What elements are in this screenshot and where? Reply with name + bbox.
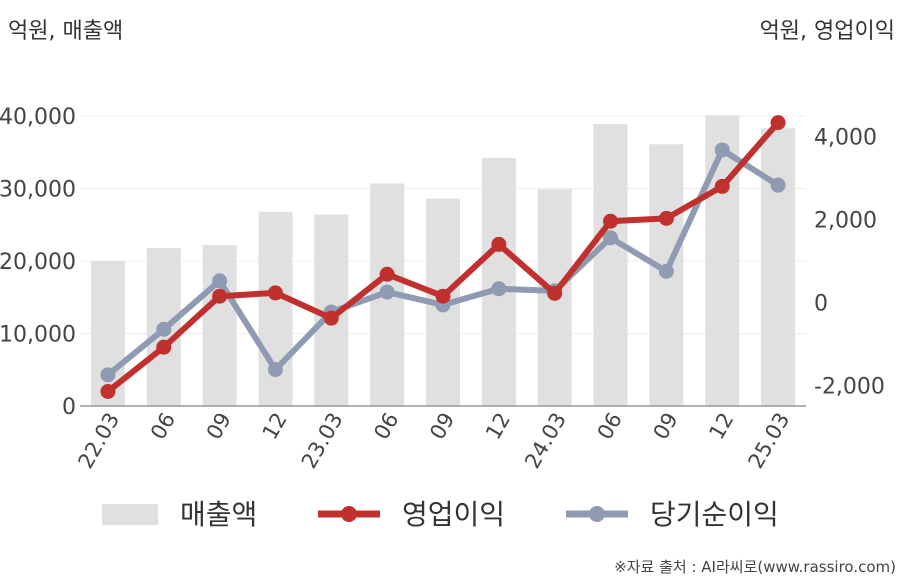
x-tick-label: 23.03 <box>297 409 348 473</box>
net-income-point <box>379 284 395 300</box>
operating-profit-point <box>714 178 730 194</box>
operating-profit-point <box>435 288 451 304</box>
x-axis-ticks: 22.03 06 09 12 23.03 06 09 12 24.03 06 09 12 25.03 <box>73 409 794 473</box>
operating-profit-point <box>491 236 507 252</box>
net-income-point <box>212 273 228 289</box>
operating-profit-point <box>658 210 674 226</box>
legend-label-revenue: 매출액 <box>180 498 257 531</box>
right-axis-unit: 억원, 영업이익 <box>760 19 895 44</box>
legend: 매출액 영업이익 당기순이익 <box>102 498 779 531</box>
left-tick-label: 40,000 <box>0 105 76 130</box>
revenue-bar <box>761 128 796 406</box>
net-income-point <box>603 230 619 246</box>
right-axis-ticks: -2,000 0 2,000 4,000 <box>814 126 885 400</box>
legend-swatch-operating-marker <box>341 506 357 522</box>
net-income-point <box>100 367 116 383</box>
x-tick-label: 06 <box>146 409 180 444</box>
left-tick-label: 0 <box>62 395 76 420</box>
x-tick-label: 24.03 <box>520 409 571 473</box>
net-income-point <box>491 281 507 297</box>
x-tick-label: 12 <box>704 409 738 444</box>
x-tick-label: 09 <box>202 409 236 444</box>
right-tick-label: -2,000 <box>814 374 885 399</box>
legend-swatch-net-marker <box>589 506 605 522</box>
net-income-point <box>658 263 674 279</box>
operating-profit-point <box>547 285 563 301</box>
left-tick-label: 30,000 <box>0 178 76 203</box>
left-tick-label: 20,000 <box>0 250 76 275</box>
left-axis-ticks: 0 10,000 20,000 30,000 40,000 <box>0 105 76 420</box>
operating-profit-point <box>100 384 116 399</box>
left-tick-label: 10,000 <box>0 323 76 348</box>
left-axis-unit: 억원, 매출액 <box>8 19 123 44</box>
x-tick-label: 09 <box>425 409 459 444</box>
operating-profit-point <box>770 115 786 131</box>
legend-swatch-revenue <box>102 504 158 525</box>
x-tick-label: 25.03 <box>744 409 795 473</box>
x-tick-label: 22.03 <box>73 409 124 473</box>
legend-label-operating: 영업이익 <box>402 498 505 531</box>
operating-profit-point <box>212 288 228 304</box>
right-tick-label: 2,000 <box>814 209 877 234</box>
x-tick-label: 12 <box>258 409 292 444</box>
x-tick-label: 12 <box>481 409 515 444</box>
operating-profit-point <box>379 266 395 282</box>
net-income-point <box>267 362 283 378</box>
net-income-point <box>714 142 730 158</box>
legend-label-net: 당기순이익 <box>650 498 779 531</box>
operating-profit-point <box>267 285 283 301</box>
operating-profit-point <box>323 310 339 326</box>
net-income-point <box>156 321 172 337</box>
line-series <box>100 115 786 399</box>
revenue-bar <box>593 123 628 406</box>
x-tick-label: 09 <box>649 409 683 444</box>
x-tick-label: 06 <box>593 409 627 444</box>
right-tick-label: 4,000 <box>814 126 877 151</box>
revenue-bar <box>202 245 237 406</box>
net-income-point <box>770 177 786 193</box>
revenue-bar <box>705 115 740 407</box>
x-tick-label: 06 <box>369 409 403 444</box>
source-note: ※자료 출처 : AI라씨로(www.rassiro.com) <box>614 558 896 576</box>
operating-profit-point <box>603 213 619 229</box>
right-tick-label: 0 <box>814 291 828 316</box>
operating-profit-point <box>156 339 172 355</box>
